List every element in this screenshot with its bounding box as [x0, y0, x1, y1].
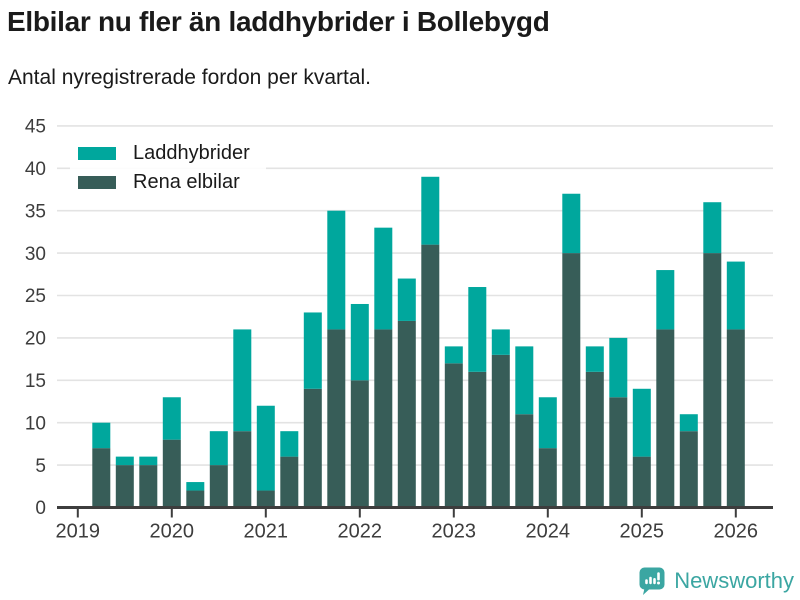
bar-segment-rena-elbilar [703, 253, 722, 508]
bar-segment-rena-elbilar [115, 465, 134, 508]
bar-segment-laddhybrider [444, 346, 463, 364]
newsworthy-logo-icon [639, 567, 665, 595]
bar-segment-rena-elbilar [515, 414, 534, 508]
bar-segment-rena-elbilar [209, 465, 228, 508]
bar-segment-laddhybrider [139, 456, 158, 466]
bar-segment-laddhybrider [233, 329, 252, 432]
y-tick-label: 25 [25, 286, 46, 307]
bar-segment-laddhybrider [609, 337, 628, 398]
bar-segment-laddhybrider [703, 202, 722, 254]
bar-segment-laddhybrider [303, 312, 322, 389]
y-tick-label: 0 [35, 498, 46, 519]
bar-segment-rena-elbilar [162, 439, 181, 508]
brand-name: Newsworthy [674, 567, 794, 593]
legend-swatch-laddhybrider [78, 146, 116, 160]
x-tick-label: 2019 [56, 521, 101, 543]
bar-segment-rena-elbilar [92, 448, 111, 508]
bar-segment-laddhybrider [468, 287, 487, 372]
x-tick-label: 2023 [432, 521, 477, 543]
bar-segment-rena-elbilar [679, 431, 698, 508]
bar-segment-rena-elbilar [538, 448, 557, 508]
bar-segment-laddhybrider [397, 278, 416, 321]
bar-segment-laddhybrider [186, 482, 205, 491]
bar-segment-rena-elbilar [256, 490, 275, 508]
chart-subtitle: Antal nyregistrerade fordon per kvartal. [8, 66, 372, 89]
bar-segment-laddhybrider [115, 456, 134, 466]
bar-segment-laddhybrider [656, 270, 675, 330]
x-tick-label: 2025 [620, 521, 665, 543]
x-tick-label: 2024 [526, 521, 571, 543]
bar-segment-rena-elbilar [632, 456, 651, 508]
bar-segment-rena-elbilar [280, 456, 299, 508]
legend-item-laddhybrider: Laddhybrider [78, 143, 250, 163]
brand-footer: Newsworthy [638, 566, 794, 595]
bar-segment-rena-elbilar [186, 490, 205, 508]
bar-segment-laddhybrider [585, 346, 604, 372]
bar-segment-laddhybrider [256, 405, 275, 491]
bar-segment-rena-elbilar [350, 380, 369, 508]
bar-segment-rena-elbilar [233, 431, 252, 508]
bar-segment-rena-elbilar [421, 244, 440, 508]
bar-segment-rena-elbilar [491, 354, 510, 508]
bar-segment-rena-elbilar [139, 465, 158, 508]
bar-segment-rena-elbilar [374, 329, 393, 508]
y-tick-label: 5 [35, 456, 46, 477]
bar-segment-rena-elbilar [303, 388, 322, 508]
bar-segment-laddhybrider [209, 431, 228, 466]
bar-segment-laddhybrider [280, 431, 299, 457]
bar-segment-rena-elbilar [397, 320, 416, 508]
bar-segment-laddhybrider [538, 397, 557, 449]
y-tick-label: 15 [25, 371, 46, 392]
bar-segment-laddhybrider [632, 388, 651, 457]
legend: Laddhybrider Rena elbilar [70, 138, 266, 197]
bar-segment-laddhybrider [92, 422, 111, 449]
y-tick-label: 10 [25, 413, 46, 434]
x-tick-label: 2026 [714, 521, 759, 543]
x-tick-label: 2020 [150, 521, 195, 543]
bar-segment-rena-elbilar [468, 371, 487, 508]
y-tick-label: 35 [25, 201, 46, 222]
bar-segment-laddhybrider [515, 346, 534, 415]
bar-segment-rena-elbilar [585, 371, 604, 508]
legend-label-rena-elbilar: Rena elbilar [133, 171, 240, 193]
bar-segment-laddhybrider [421, 176, 440, 245]
legend-item-rena-elbilar: Rena elbilar [78, 172, 250, 192]
bar-segment-rena-elbilar [327, 329, 346, 508]
y-tick-label: 45 [25, 117, 46, 138]
bar-segment-laddhybrider [491, 329, 510, 355]
bar-segment-rena-elbilar [562, 253, 581, 508]
y-tick-label: 40 [25, 159, 46, 180]
x-tick-label: 2021 [244, 521, 289, 543]
bar-segment-laddhybrider [562, 193, 581, 254]
y-tick-label: 20 [25, 329, 46, 350]
bar-segment-rena-elbilar [444, 363, 463, 508]
bar-segment-laddhybrider [679, 414, 698, 432]
bar-segment-rena-elbilar [609, 397, 628, 508]
y-tick-label: 30 [25, 244, 46, 265]
bar-segment-laddhybrider [374, 227, 393, 330]
bar-segment-laddhybrider [327, 210, 346, 330]
bar-segment-laddhybrider [162, 397, 181, 440]
chart-title: Elbilar nu fler än laddhybrider i Bolleb… [7, 6, 550, 37]
bar-segment-rena-elbilar [726, 329, 745, 508]
legend-label-laddhybrider: Laddhybrider [133, 142, 250, 164]
bar-segment-laddhybrider [726, 261, 745, 330]
legend-swatch-rena-elbilar [78, 175, 116, 189]
bar-segment-rena-elbilar [656, 329, 675, 508]
bar-segment-laddhybrider [350, 303, 369, 381]
x-tick-label: 2022 [338, 521, 383, 543]
